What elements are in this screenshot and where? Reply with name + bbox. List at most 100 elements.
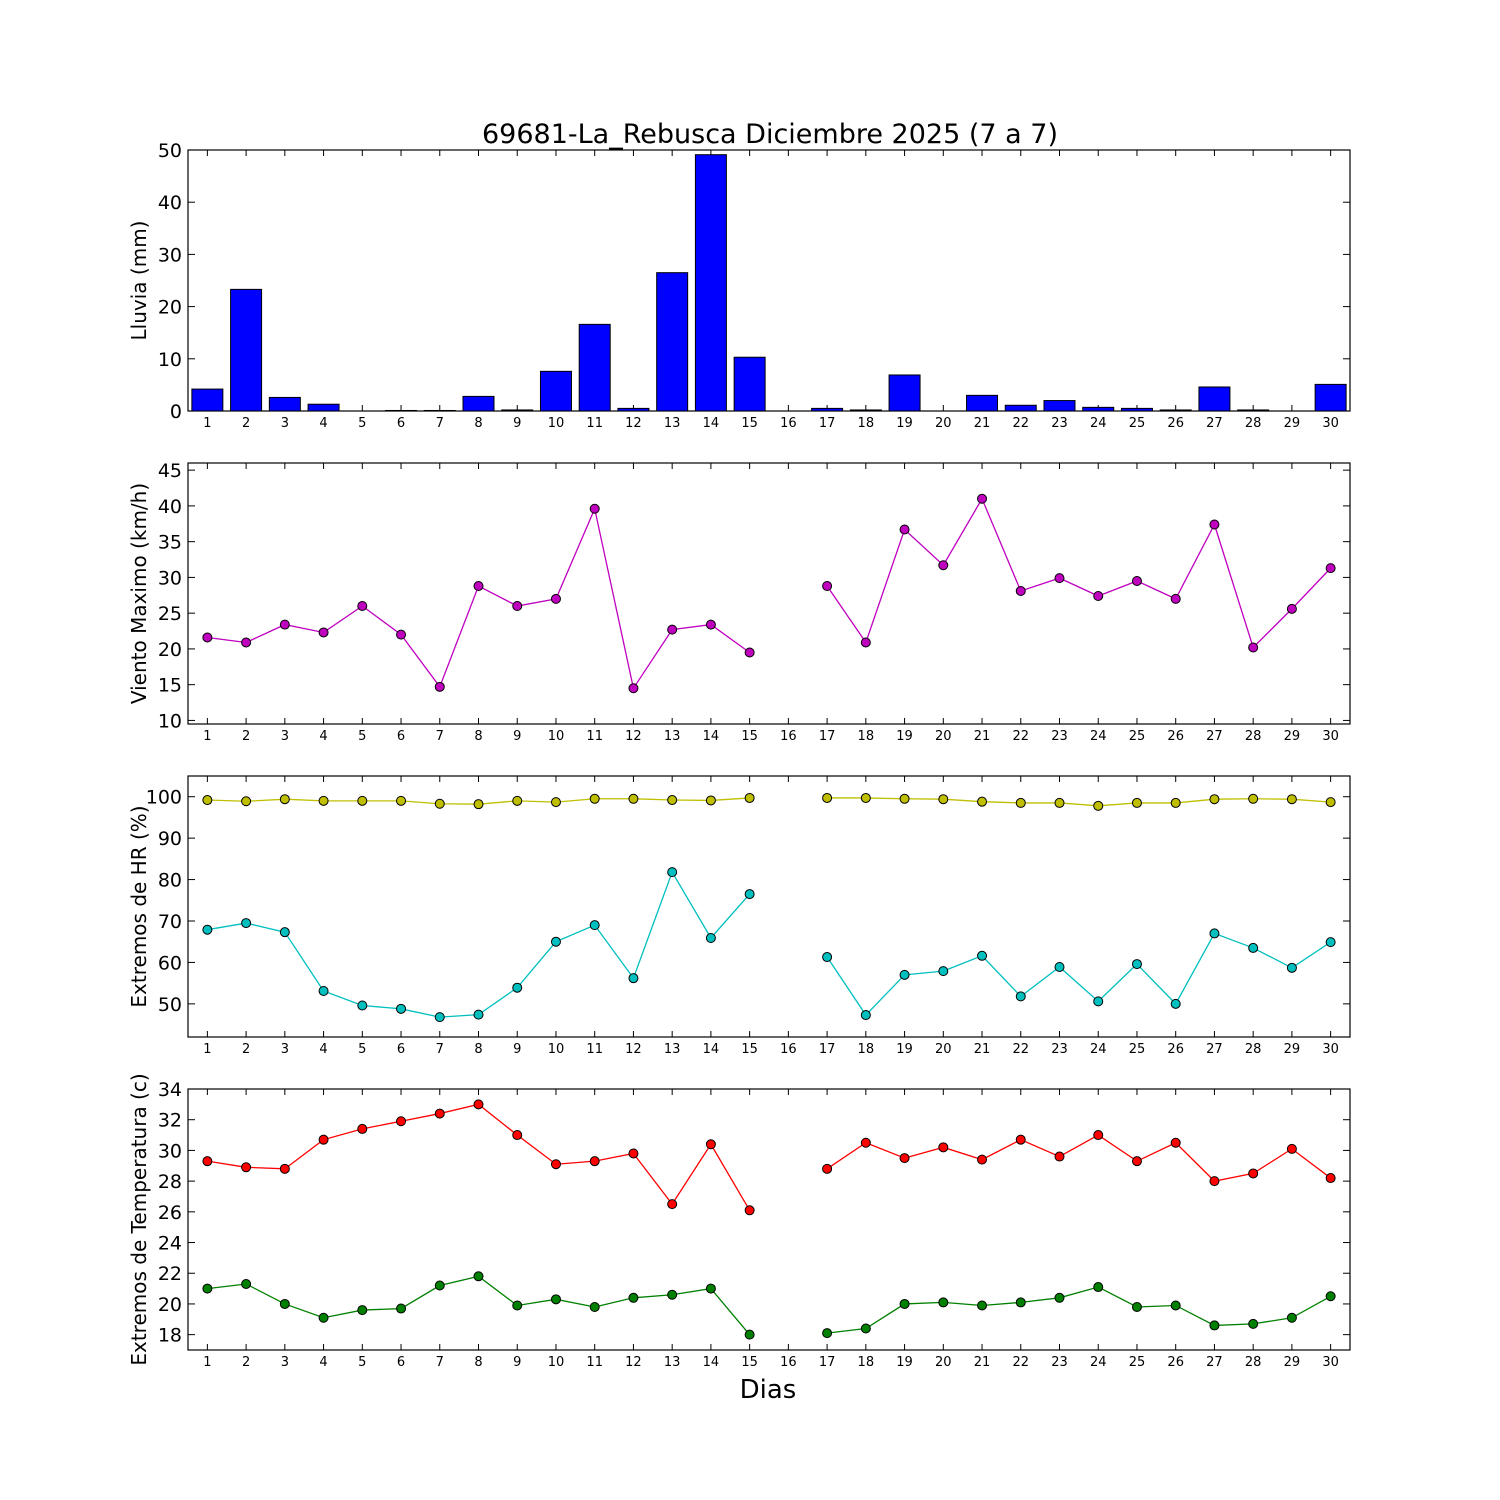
wind-point <box>241 637 252 648</box>
wind-point <box>357 601 368 612</box>
temp-max-point <box>860 1137 871 1148</box>
temp-max-point <box>434 1108 445 1119</box>
wind-xtick-label: 27 <box>1206 729 1223 744</box>
temp-xtick-label: 18 <box>858 1355 875 1370</box>
temp-xtick-label: 23 <box>1051 1355 1068 1370</box>
hr-min-point <box>1170 998 1181 1009</box>
temp-xtick-label: 3 <box>281 1355 289 1370</box>
rain-ytick-label: 10 <box>158 349 182 371</box>
hr-max-point <box>1325 797 1336 808</box>
temp-ytick-label: 28 <box>158 1171 182 1193</box>
hr-xtick-label: 8 <box>474 1042 482 1057</box>
temp-min-point <box>1170 1300 1181 1311</box>
hr-max-point <box>628 793 639 804</box>
temp-min-point <box>977 1300 988 1311</box>
temp-xtick-label: 8 <box>474 1355 482 1370</box>
wind-point <box>705 619 716 630</box>
hr-min-point <box>1093 996 1104 1007</box>
wind-xtick-label: 6 <box>397 729 405 744</box>
temp-ytick-label: 32 <box>158 1110 182 1132</box>
temp-min-point <box>1093 1282 1104 1293</box>
wind-xtick-label: 23 <box>1051 729 1068 744</box>
temp-max-point <box>473 1099 484 1110</box>
rain-bar <box>230 288 263 412</box>
temp-max-point <box>938 1142 949 1153</box>
hr-ytick-label: 100 <box>146 787 182 809</box>
temp-min-point <box>938 1297 949 1308</box>
temp-xtick-label: 12 <box>625 1355 642 1370</box>
wind-xtick-label: 22 <box>1012 729 1029 744</box>
hr-xtick-label: 22 <box>1012 1042 1029 1057</box>
hr-max-point <box>705 795 716 806</box>
temp-min-point <box>396 1303 407 1314</box>
temp-ytick-label: 26 <box>158 1202 182 1224</box>
hr-ytick-label: 60 <box>158 952 182 974</box>
rain-xtick-label: 17 <box>819 416 836 431</box>
rain-xtick-label: 23 <box>1051 416 1068 431</box>
wind-xtick-label: 21 <box>974 729 991 744</box>
rain-bar <box>694 154 727 412</box>
temp-min-point <box>318 1312 329 1323</box>
hr-ytick-label: 50 <box>158 994 182 1016</box>
temp-min-point <box>1286 1312 1297 1323</box>
wind-xtick-label: 24 <box>1090 729 1107 744</box>
rain-ytick-label: 0 <box>170 401 182 423</box>
hr-max-point <box>1054 797 1065 808</box>
wind-point <box>1131 575 1142 586</box>
rain-bar <box>1043 400 1076 412</box>
rain-xtick-label: 10 <box>548 416 565 431</box>
wind-xtick-label: 25 <box>1129 729 1146 744</box>
wind-xtick-label: 18 <box>858 729 875 744</box>
hr-min-point <box>318 986 329 997</box>
temp-min-point <box>860 1323 871 1334</box>
temp-xtick-label: 25 <box>1129 1355 1146 1370</box>
temp-min-point <box>628 1292 639 1303</box>
temp-xtick-label: 2 <box>242 1355 250 1370</box>
hr-xtick-label: 1 <box>203 1042 211 1057</box>
wind-point <box>512 601 523 612</box>
temp-max-point <box>899 1153 910 1164</box>
wind-ytick-label: 35 <box>158 532 182 554</box>
hr-xtick-label: 28 <box>1245 1042 1262 1057</box>
temp-max-point <box>241 1162 252 1173</box>
rain-xtick-label: 2 <box>242 416 250 431</box>
rain-bar <box>307 403 340 412</box>
rain-ytick-label: 30 <box>158 244 182 266</box>
rain-xtick-label: 8 <box>474 416 482 431</box>
temp-ytick-label: 18 <box>158 1325 182 1347</box>
wind-point <box>1170 593 1181 604</box>
temp-min-point <box>1325 1291 1336 1302</box>
rain-ytick-label: 50 <box>158 140 182 162</box>
hr-max-point <box>822 792 833 803</box>
temp-ytick-label: 34 <box>158 1079 182 1101</box>
temp-xtick-label: 11 <box>586 1355 603 1370</box>
wind-xtick-label: 8 <box>474 729 482 744</box>
rain-xtick-label: 7 <box>436 416 444 431</box>
temp-max-point <box>1170 1137 1181 1148</box>
rain-bar <box>1082 406 1115 412</box>
rain-ytick-label: 40 <box>158 192 182 214</box>
temp-min-point <box>357 1305 368 1316</box>
hr-min-point <box>860 1010 871 1021</box>
rain-bar <box>1120 407 1153 412</box>
temp-min-point <box>473 1271 484 1282</box>
wind-point <box>318 627 329 638</box>
rain-xtick-label: 25 <box>1129 416 1146 431</box>
wind-xtick-label: 26 <box>1167 729 1184 744</box>
hr-xtick-label: 14 <box>703 1042 720 1057</box>
hr-xtick-label: 27 <box>1206 1042 1223 1057</box>
hr-max-point <box>938 794 949 805</box>
hr-min-point <box>1325 937 1336 948</box>
rain-xtick-label: 21 <box>974 416 991 431</box>
temp-xtick-label: 14 <box>703 1355 720 1370</box>
wind-ytick-label: 45 <box>158 460 182 482</box>
hr-min-point <box>744 889 755 900</box>
temp-min-point <box>1015 1297 1026 1308</box>
hr-xtick-label: 17 <box>819 1042 836 1057</box>
wind-xtick-label: 12 <box>625 729 642 744</box>
temp-max-point <box>1286 1143 1297 1154</box>
temp-max-point <box>628 1148 639 1159</box>
hr-max-point <box>357 795 368 806</box>
temp-xtick-label: 4 <box>319 1355 327 1370</box>
